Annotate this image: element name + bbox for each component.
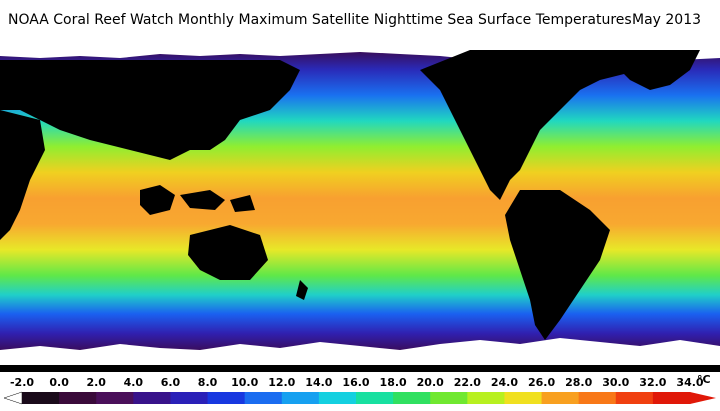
colorbar-tick-label: -2.0 [9,376,35,389]
colorbar-tick-label: 22.0 [453,376,481,389]
colorbar-segment [467,392,505,404]
map-title: NOAA Coral Reef Watch Monthly Maximum Sa… [8,12,632,28]
colorbar-segment [393,392,431,404]
colorbar-tick-label: 6.0 [160,376,181,389]
south-america [505,190,610,340]
colorbar-segment [318,392,357,404]
new-zealand [296,280,308,300]
colorbar-tick-label: 26.0 [527,376,556,389]
colorbar-segment [133,392,171,404]
colorbar-segment [430,392,468,404]
colorbar-tick-label: 18.0 [379,376,407,389]
colorbar-tick-labels: -2.0 0.0 2.0 4.0 6.0 8.0 10.0 12.0 14.0 16.0 18.0 2… [0,376,720,390]
australia [188,225,268,280]
colorbar-segment [615,392,654,404]
colorbar-unit: °C [697,373,711,386]
colorbar-tick-label: 8.0 [197,376,218,389]
colorbar [3,391,716,405]
colorbar-tick-label: 30.0 [602,376,630,389]
colorbar-segment [356,392,394,404]
colorbar-tick-label: 34.0 [676,376,704,389]
colorbar-tick-label: 12.0 [268,376,296,389]
colorbar-tick-label: 32.0 [639,376,667,389]
colorbar-max-arrow [690,392,716,404]
colorbar-tick-label: 28.0 [565,376,593,389]
colorbar-tick-label: 2.0 [86,376,106,389]
colorbar-segment [281,392,320,404]
antarctica-land [0,365,720,372]
colorbar-tick-label: 10.0 [231,376,259,389]
colorbar-segment [22,392,60,404]
sst-map [0,50,720,372]
colorbar-tick-label: 4.0 [123,376,144,389]
colorbar-segment [541,392,580,404]
colorbar-tick-label: 16.0 [342,376,370,389]
colorbar-tick-label: 0.0 [49,376,69,389]
africa-east [0,110,45,240]
colorbar-tick-label: 14.0 [305,376,333,389]
maritime-continent [140,185,255,215]
colorbar-segment [170,392,209,404]
north-america [420,50,640,200]
antarctic-ice [0,338,720,372]
colorbar-segment [244,392,283,404]
map-date: May 2013 [632,12,702,28]
colorbar-min-arrow [3,391,23,405]
title-bar: NOAA Coral Reef Watch Monthly Maximum Sa… [0,0,720,50]
eurasia [0,60,300,160]
greenland [610,50,700,90]
colorbar-segment [207,392,246,404]
colorbar-segment [59,392,97,404]
colorbar-segment [652,392,691,404]
colorbar-tick-label: 24.0 [490,376,519,389]
colorbar-tick-label: 20.0 [416,376,444,389]
colorbar-segment [96,392,134,404]
colorbar-segment [578,392,617,404]
colorbar-segment [504,392,543,404]
